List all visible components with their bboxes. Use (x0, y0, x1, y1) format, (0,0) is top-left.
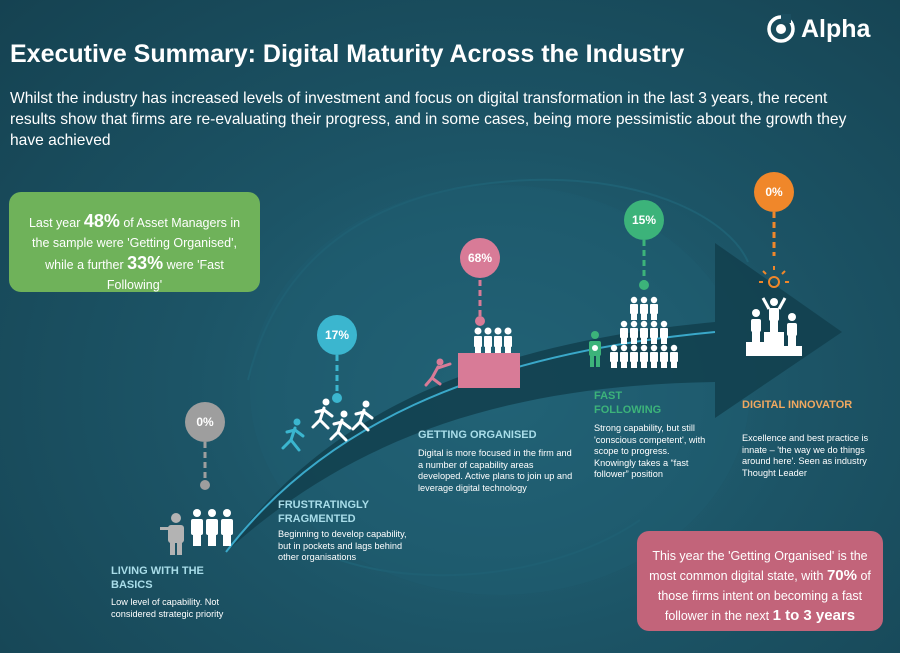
organised-podium-icon (424, 327, 520, 388)
crowd-person-shape (630, 296, 638, 304)
logo-text: Alpha (801, 14, 871, 43)
crowd-person-shape (610, 344, 618, 352)
callout-text: of those firms intent on becoming a fast… (657, 569, 871, 623)
stage-description: Excellence and best practice is innate –… (742, 433, 869, 478)
page-subtitle: Whilst the industry has increased levels… (10, 90, 847, 149)
crowd-person-shape (660, 328, 668, 338)
swirl-arc-lower (339, 519, 641, 577)
crowd-person-shape (630, 328, 638, 338)
crowd-person-shape (621, 337, 627, 344)
brand-logo: Alpha (766, 14, 870, 44)
crowd-person-shape (631, 313, 637, 320)
crowd-person-shape (650, 304, 658, 314)
stage-title: FRUSTRATINGLY FRAGMENTED (278, 499, 369, 525)
crowd-person-shape (650, 296, 658, 304)
crowd-person-shape (631, 337, 637, 344)
crowd-person-shape (650, 344, 658, 352)
last-year-callout: Last year 48% of Asset Managers in the s… (9, 192, 260, 292)
callout-stat: 70% (826, 567, 857, 584)
crowd-person-shape (620, 320, 628, 328)
connector-dots (200, 280, 649, 490)
crowd-person-shape (641, 313, 647, 320)
callout-text: This year the 'Getting Organised' is the… (649, 549, 868, 583)
this-year-callout: This year the 'Getting Organised' is the… (637, 531, 883, 631)
crowd-person-shape (620, 344, 628, 352)
callout-text: of Asset Managers in the sample were 'Ge… (32, 216, 241, 272)
stage-description: Low level of capability. Not considered … (111, 597, 224, 619)
crowd-person-shape (621, 361, 627, 368)
crowd-person-shape (631, 361, 637, 368)
crowd-person-shape (640, 296, 648, 304)
callout-text: Last year (28, 216, 84, 230)
crowd-person-shape (630, 304, 638, 314)
crowd-person-shape (620, 352, 628, 362)
crowd-person-shape (661, 337, 667, 344)
crowd-person-shape (630, 352, 638, 362)
crowd-person-shape (650, 320, 658, 328)
stage-percent-pin: 68% (460, 238, 500, 278)
callout-stat: 48% (83, 211, 120, 231)
crowd-person-shape (641, 337, 647, 344)
crowd-person-shape (661, 361, 667, 368)
stage-percent-pin: 0% (185, 402, 225, 442)
swirl-arc (247, 178, 749, 381)
crowd-person-shape (671, 361, 677, 368)
crowd-person-shape (660, 320, 668, 328)
crowd-person-shape (651, 313, 657, 320)
stage-title: LIVING WITH THE BASICS (111, 565, 204, 591)
crowd-person-shape (660, 344, 668, 352)
stage-percent-pin: 0% (754, 172, 794, 212)
crowd-person-shape (670, 352, 678, 362)
stage-description: Beginning to develop capability, but in … (278, 529, 407, 562)
stage-title: FAST FOLLOWING (594, 390, 662, 416)
crowd-person-shape (641, 361, 647, 368)
crowd-person-shape (620, 328, 628, 338)
stage-title: DIGITAL INNOVATOR (742, 399, 853, 411)
callout-text: were 'Fast Following' (106, 258, 224, 292)
page-title: Executive Summary: Digital Maturity Acro… (10, 40, 685, 68)
crowd-person-shape (670, 344, 678, 352)
crowd-person-shape (650, 328, 658, 338)
crowd-person-shape (651, 361, 657, 368)
callout-stat: 33% (127, 253, 164, 273)
basics-people-icon (160, 509, 233, 555)
crowd-person-shape (640, 352, 648, 362)
stage-percent-pin: 15% (624, 200, 664, 240)
fragmented-runners-icon (281, 398, 374, 452)
crowd-person-shape (660, 352, 668, 362)
crowd-person-shape (610, 352, 618, 362)
stage-percent-pin: 17% (317, 315, 357, 355)
crowd-person-shape (630, 344, 638, 352)
crowd-person-shape (640, 320, 648, 328)
stage-description: Digital is more focused in the firm and … (418, 448, 573, 493)
crowd-person-shape (630, 320, 638, 328)
crowd-person-shape (650, 352, 658, 362)
stage-description: Strong capability, but still 'conscious … (594, 423, 706, 479)
crowd-person-shape (640, 304, 648, 314)
stage-title: GETTING ORGANISED (418, 429, 537, 441)
crowd-person-shape (640, 328, 648, 338)
fast-following-crowd-icon (589, 296, 678, 368)
crowd-person-shape (640, 344, 648, 352)
growth-arrow (226, 243, 842, 552)
callout-stat: 1 to 3 years (772, 607, 856, 624)
crowd-person-shape (651, 337, 657, 344)
innovator-podium-icon (746, 266, 802, 356)
crowd-person-shape (611, 361, 617, 368)
alpha-logo-icon (767, 14, 795, 43)
arrow-highlight (225, 331, 716, 553)
